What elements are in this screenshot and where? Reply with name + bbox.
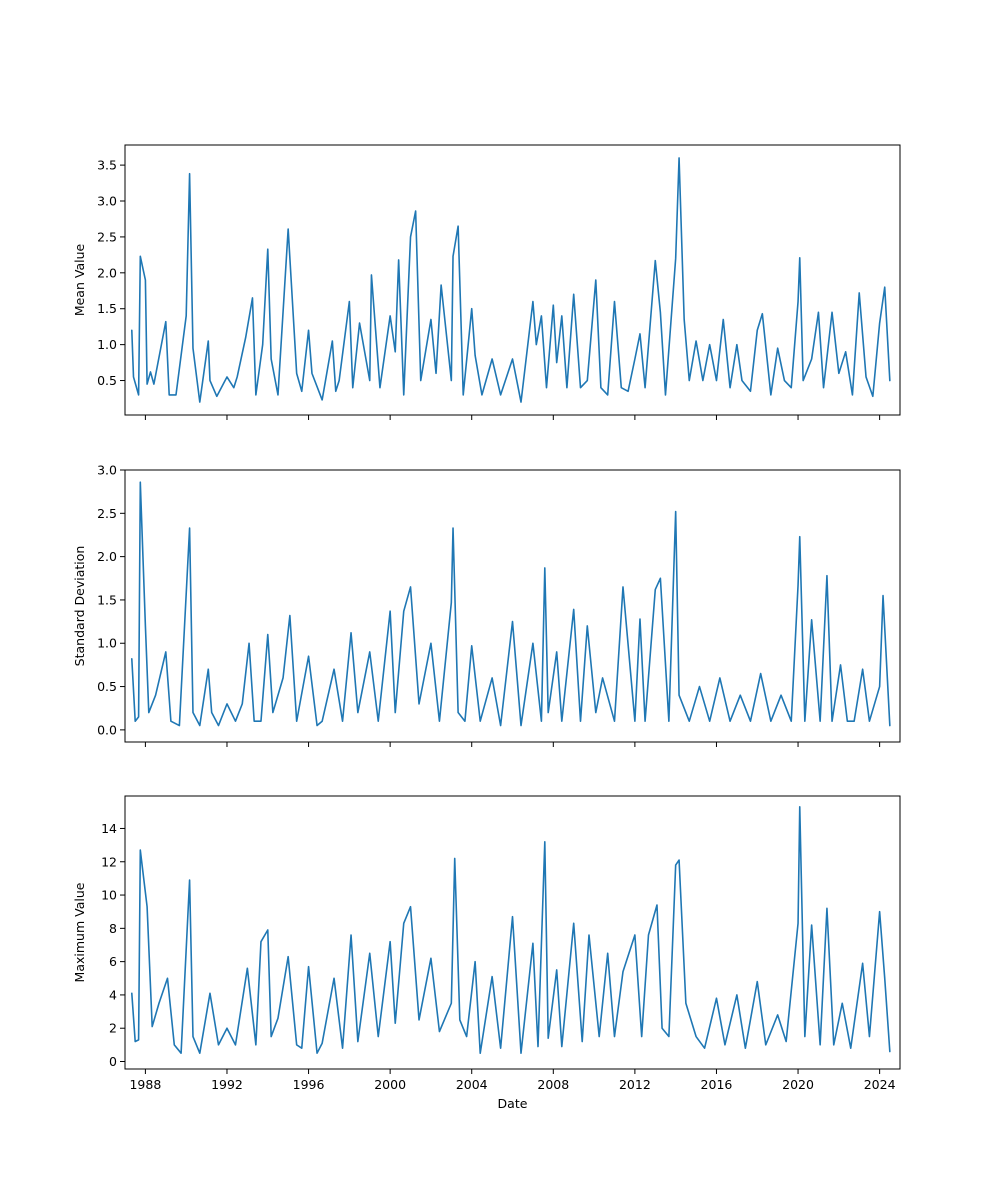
y-tick-label: 10	[101, 888, 117, 903]
series-line-1	[131, 806, 891, 1054]
y-tick-label: 1.5	[97, 301, 117, 316]
series-line-1	[131, 481, 891, 727]
y-tick-label: 2.0	[97, 549, 117, 564]
x-tick-label: 2012	[619, 1077, 651, 1092]
x-tick-label: 2004	[456, 1077, 488, 1092]
y-axis-label: Standard Deviation	[72, 546, 87, 667]
x-tick-label: 2016	[701, 1077, 733, 1092]
y-tick-label: 3.0	[97, 463, 117, 478]
x-tick-label: 2008	[537, 1077, 569, 1092]
y-tick-label: 1.0	[97, 337, 117, 352]
y-tick-label: 1.5	[97, 592, 117, 607]
y-tick-label: 0	[109, 1054, 117, 1069]
y-tick-label: 2.5	[97, 229, 117, 244]
axes-frame	[124, 469, 901, 743]
axes-frame	[124, 144, 901, 416]
x-tick-label: 2020	[782, 1077, 814, 1092]
y-tick-label: 8	[109, 921, 117, 936]
y-axis-label: Maximum Value	[72, 882, 87, 982]
x-tick-label: 1996	[293, 1077, 325, 1092]
series-line-1	[131, 157, 891, 403]
y-tick-label: 1.0	[97, 636, 117, 651]
subplot-1: 0.5 1.0 1.5 2.0 2.5 3.0 3.5 Mean Value	[72, 144, 901, 420]
y-tick-label: 3.0	[97, 194, 117, 209]
x-tick-label: 2000	[374, 1077, 406, 1092]
y-tick-label: 0.5	[97, 373, 117, 388]
x-tick-label: 2024	[864, 1077, 896, 1092]
y-axis-label: Mean Value	[72, 244, 87, 317]
axes-frame	[124, 795, 901, 1070]
subplot-3: 0 2 4 6 8 10 12 14 1988 1992 1996 2000 2004 2008 2012 2…	[72, 795, 901, 1111]
y-tick-label: 12	[101, 854, 117, 869]
x-tick-label: 1992	[211, 1077, 243, 1092]
y-tick-label: 4	[109, 987, 117, 1002]
y-tick-label: 0.5	[97, 679, 117, 694]
y-tick-label: 2	[109, 1021, 117, 1036]
y-tick-label: 6	[109, 954, 117, 969]
y-tick-label: 14	[101, 821, 117, 836]
x-axis-label: Date	[498, 1096, 528, 1111]
y-tick-label: 3.5	[97, 158, 117, 173]
y-tick-label: 0.0	[97, 722, 117, 737]
y-tick-label: 2.5	[97, 506, 117, 521]
y-tick-label: 2.0	[97, 265, 117, 280]
subplot-2: 0.0 0.5 1.0 1.5 2.0 2.5 3.0 Standard Deviation	[72, 463, 901, 747]
x-tick-label: 1988	[129, 1077, 161, 1092]
